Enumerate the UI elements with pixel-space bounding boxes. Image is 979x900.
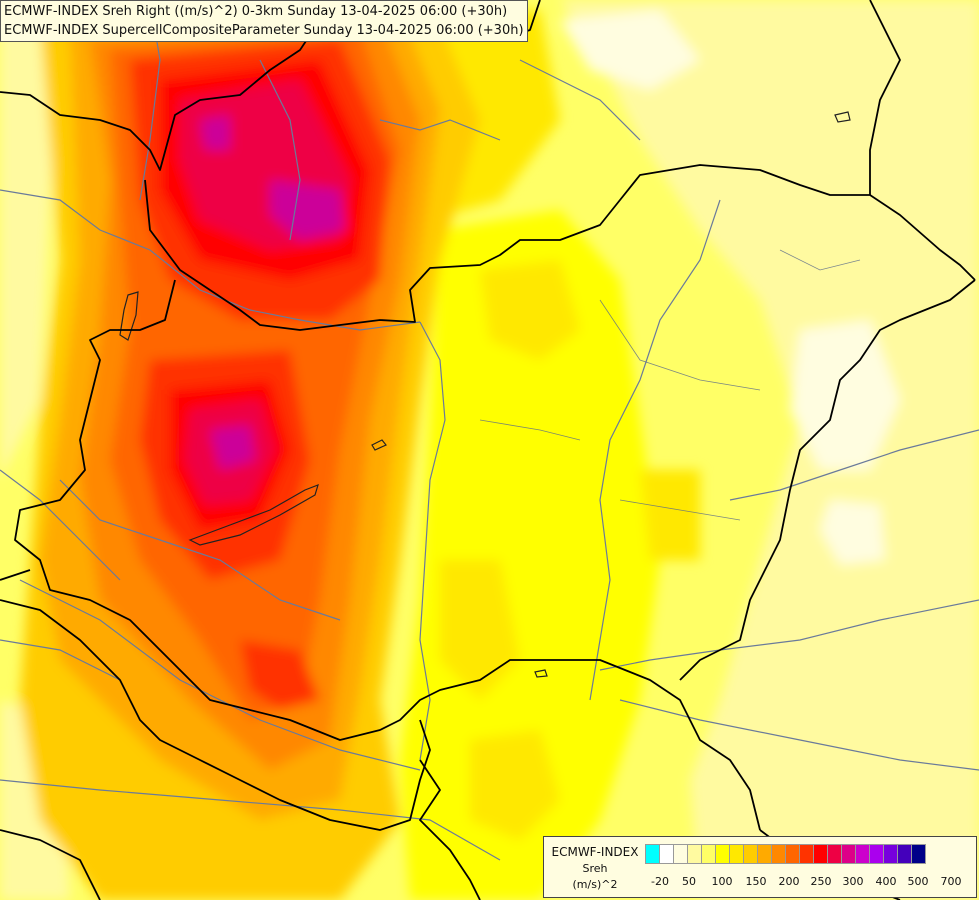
legend-swatch	[659, 844, 674, 864]
lake-small-1	[371, 439, 387, 451]
legend-tick: 400	[875, 875, 897, 888]
admin-line-3	[479, 419, 581, 441]
field-gold-patch-3	[470, 730, 560, 840]
legend-swatch	[771, 844, 786, 864]
river-tisza	[589, 199, 721, 701]
legend-tick: 50	[682, 875, 696, 888]
river-somes	[729, 429, 979, 501]
legend-swatch	[841, 844, 856, 864]
legend-tick: 250	[810, 875, 832, 888]
field-magenta-south	[210, 425, 255, 470]
legend-tick: -20	[651, 875, 669, 888]
legend-tick-labels: -20 50 100 150 200 250 300 400 500 700	[646, 875, 971, 891]
field-very-pale-ne	[560, 10, 700, 90]
legend-swatch	[869, 844, 884, 864]
lake-small-2	[834, 111, 851, 123]
legend-swatch	[729, 844, 744, 864]
legend-swatch	[645, 844, 660, 864]
rivers	[0, 0, 979, 861]
legend-unit: (m/s)^2	[572, 878, 618, 891]
legend-swatch	[687, 844, 702, 864]
lake-neusiedl	[119, 291, 139, 341]
river-drava	[19, 579, 421, 771]
legend-model-name: ECMWF-INDEX	[551, 845, 639, 859]
border-at-hu	[14, 279, 761, 831]
river-north-1	[519, 59, 641, 141]
admin-lines	[479, 249, 861, 521]
border-rs-ba	[419, 759, 481, 900]
river-hron	[379, 119, 501, 141]
legend-swatch	[911, 844, 926, 864]
legend-tick: 150	[745, 875, 767, 888]
legend-swatch	[897, 844, 912, 864]
legend-color-bar	[645, 844, 926, 866]
legend-swatch	[855, 844, 870, 864]
lake-small-3	[534, 669, 548, 678]
river-vah	[259, 59, 301, 241]
color-legend: ECMWF-INDEX Sreh (m/s)^2 -20 50 100 150 200 2…	[543, 836, 977, 898]
field-yellow-central	[400, 210, 660, 900]
field-magenta-north	[270, 180, 345, 240]
river-danube-south	[619, 699, 979, 771]
field-pale-east	[560, 0, 979, 900]
border-sk-hu	[144, 164, 976, 331]
field-red-tail	[240, 640, 320, 710]
river-sava	[0, 779, 501, 861]
lake-balaton	[188, 484, 319, 546]
field-very-pale-east-2	[820, 500, 885, 565]
legend-tick: 200	[778, 875, 800, 888]
legend-tick: 700	[940, 875, 962, 888]
border-cz-sk-north	[0, 0, 331, 171]
admin-line-2	[619, 499, 741, 521]
legend-swatch	[757, 844, 772, 864]
field-pale-west	[0, 0, 60, 480]
field-gold-patch-2	[440, 560, 520, 700]
river-raba	[59, 479, 341, 621]
river-mures	[599, 599, 979, 671]
admin-line-1	[599, 299, 761, 391]
border-hu-ro	[679, 279, 976, 681]
legend-tick: 500	[907, 875, 929, 888]
border-ua	[869, 0, 901, 195]
admin-line-4	[779, 249, 861, 271]
legend-swatch	[785, 844, 800, 864]
legend-swatch	[673, 844, 688, 864]
legend-swatch	[883, 844, 898, 864]
lakes	[119, 111, 851, 678]
legend-tick: 300	[842, 875, 864, 888]
legend-variable: Sreh	[582, 862, 608, 875]
field-gold-patch-1	[480, 260, 580, 360]
title-line-sreh: ECMWF-INDEX Sreh Right ((m/s)^2) 0-3km S…	[4, 4, 508, 19]
border-hr-ba	[0, 599, 431, 831]
legend-swatch	[715, 844, 730, 864]
river-danube-upper	[0, 189, 421, 331]
river-west-1	[0, 639, 121, 681]
legend-swatch	[743, 844, 758, 864]
map-title-box: ECMWF-INDEX Sreh Right ((m/s)^2) 0-3km S…	[0, 0, 528, 42]
border-si-hr	[0, 829, 101, 900]
legend-swatch	[813, 844, 828, 864]
legend-swatch	[827, 844, 842, 864]
river-mur	[0, 469, 121, 581]
field-magenta-nw	[200, 115, 230, 150]
border-at-si	[0, 569, 31, 581]
legend-swatch	[799, 844, 814, 864]
river-danube-bend	[419, 321, 446, 761]
field-gold-patch-4	[640, 470, 700, 560]
legend-tick: 100	[711, 875, 733, 888]
legend-swatch	[701, 844, 716, 864]
title-line-supercell: ECMWF-INDEX SupercellCompositeParameter …	[4, 23, 524, 38]
